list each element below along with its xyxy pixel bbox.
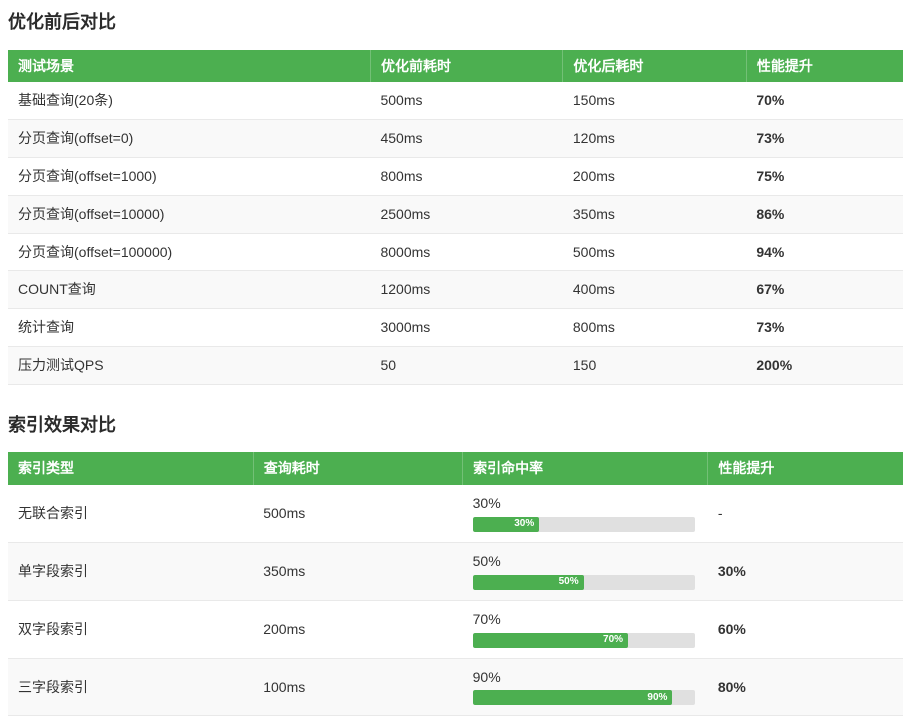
performance-gain-cell: 94% [746, 233, 903, 272]
index-table-head: 索引类型 查询耗时 索引命中率 性能提升 [8, 452, 903, 486]
query-time-cell: 350ms [253, 542, 463, 601]
index-section-title: 索引效果对比 [8, 414, 116, 435]
hit-rate-progress-text: 70% [603, 634, 624, 646]
hit-rate-progress-track: 70% [472, 632, 695, 648]
index-header-row: 索引类型 查询耗时 索引命中率 性能提升 [8, 452, 903, 486]
test-scenario-cell: 分页查询(offset=10000) [8, 195, 371, 234]
header-test-scenario: 测试场景 [8, 49, 371, 83]
header-index-performance-gain: 性能提升 [707, 452, 903, 486]
header-before-time: 优化前耗时 [370, 49, 564, 83]
test-scenario-cell: 分页查询(offset=100000) [8, 233, 371, 272]
index-row: 双字段索引 200ms 70% 70% 60% [8, 600, 903, 659]
hit-rate-progress-fill: 30% [472, 516, 540, 532]
before-time-cell: 800ms [370, 157, 563, 196]
test-scenario-cell: 分页查询(offset=1000) [8, 157, 371, 196]
hit-rate-progress-text: 50% [558, 576, 579, 588]
hit-rate-progress-track: 90% [472, 690, 695, 706]
optimization-row: 分页查询(offset=10000) 2500ms 350ms 86% [8, 195, 903, 234]
hit-rate-progress-text: 30% [514, 518, 535, 530]
optimization-section-title: 优化前后对比 [8, 12, 116, 32]
index-row: 单字段索引 350ms 50% 50% 30% [8, 542, 903, 601]
query-time-cell: 200ms [253, 600, 463, 659]
performance-gain-cell: 73% [746, 119, 903, 158]
after-time-cell: 400ms [562, 270, 747, 310]
after-time-cell: 800ms [562, 308, 747, 347]
query-time-cell: 500ms [253, 485, 463, 543]
header-query-time: 查询耗时 [253, 452, 464, 486]
optimization-row: 分页查询(offset=0) 450ms 120ms 73% [8, 119, 903, 158]
after-time-cell: 200ms [562, 157, 747, 196]
performance-gain-cell: 70% [746, 82, 903, 121]
hit-rate-progress-fill: 90% [472, 690, 673, 706]
hit-rate-label: 50% [472, 552, 501, 569]
optimization-table-head: 测试场景 优化前耗时 优化后耗时 性能提升 [8, 49, 903, 83]
index-table: 索引类型 查询耗时 索引命中率 性能提升 无联合索引 500ms 30% 30% - 单字… [8, 452, 903, 717]
after-time-cell: 150 [562, 346, 747, 385]
index-performance-gain-cell: 30% [707, 542, 903, 601]
test-scenario-cell: 压力测试QPS [8, 346, 371, 385]
hit-rate-cell: 70% 70% [462, 600, 708, 659]
header-performance-gain: 性能提升 [746, 49, 903, 83]
index-type-cell: 三字段索引 [8, 658, 254, 717]
header-after-time: 优化后耗时 [562, 49, 747, 83]
before-time-cell: 8000ms [370, 233, 563, 272]
optimization-row: 分页查询(offset=100000) 8000ms 500ms 94% [8, 233, 903, 272]
before-time-cell: 500ms [370, 82, 563, 121]
header-index-type: 索引类型 [8, 452, 254, 486]
before-time-cell: 3000ms [370, 308, 563, 347]
before-time-cell: 2500ms [370, 195, 563, 234]
after-time-cell: 350ms [562, 195, 747, 234]
optimization-row: 分页查询(offset=1000) 800ms 200ms 75% [8, 157, 903, 196]
before-time-cell: 50 [370, 346, 563, 385]
before-time-cell: 1200ms [370, 270, 563, 310]
query-time-cell: 100ms [253, 658, 463, 717]
index-performance-gain-cell: 60% [707, 600, 903, 659]
after-time-cell: 500ms [562, 233, 747, 272]
performance-gain-cell: 86% [746, 195, 903, 234]
hit-rate-progress-text: 90% [647, 691, 668, 703]
performance-gain-cell: 200% [746, 346, 903, 385]
hit-rate-progress-track: 50% [472, 574, 695, 590]
hit-rate-label: 70% [472, 610, 501, 627]
index-row: 三字段索引 100ms 90% 90% 80% [8, 658, 903, 717]
optimization-table-body: 基础查询(20条) 500ms 150ms 70% 分页查询(offset=0) 450m… [8, 82, 903, 385]
index-type-cell: 无联合索引 [8, 485, 254, 543]
after-time-cell: 150ms [562, 82, 747, 121]
hit-rate-progress-fill: 70% [472, 632, 629, 648]
test-scenario-cell: 分页查询(offset=0) [8, 119, 371, 158]
before-time-cell: 450ms [370, 119, 563, 158]
test-scenario-cell: 基础查询(20条) [8, 82, 371, 121]
optimization-row: 压力测试QPS 50 150 200% [8, 346, 903, 385]
test-scenario-cell: COUNT查询 [8, 270, 371, 310]
header-hit-rate: 索引命中率 [462, 452, 709, 486]
index-performance-gain-cell: 80% [707, 658, 903, 717]
hit-rate-progress-fill: 50% [472, 574, 584, 590]
index-type-cell: 双字段索引 [8, 600, 254, 659]
optimization-table: 测试场景 优化前耗时 优化后耗时 性能提升 基础查询(20条) 500ms 150m… [8, 49, 903, 385]
hit-rate-cell: 50% 50% [462, 542, 708, 601]
performance-gain-cell: 75% [746, 157, 903, 196]
index-type-cell: 单字段索引 [8, 542, 254, 601]
hit-rate-cell: 90% 90% [462, 658, 708, 717]
performance-gain-cell: 67% [746, 270, 903, 310]
optimization-row: 基础查询(20条) 500ms 150ms 70% [8, 82, 903, 121]
optimization-row: 统计查询 3000ms 800ms 73% [8, 308, 903, 347]
index-performance-gain-cell: - [707, 485, 903, 543]
test-scenario-cell: 统计查询 [8, 308, 371, 347]
index-row: 无联合索引 500ms 30% 30% - [8, 485, 903, 543]
optimization-header-row: 测试场景 优化前耗时 优化后耗时 性能提升 [8, 49, 903, 83]
hit-rate-label: 90% [472, 668, 501, 685]
performance-gain-cell: 73% [746, 308, 903, 347]
after-time-cell: 120ms [562, 119, 747, 158]
hit-rate-cell: 30% 30% [462, 485, 708, 543]
index-table-body: 无联合索引 500ms 30% 30% - 单字段索引 350ms 50% 50% 30% 双字段索… [8, 485, 903, 717]
hit-rate-label: 30% [472, 495, 501, 512]
optimization-row: COUNT查询 1200ms 400ms 67% [8, 270, 903, 310]
hit-rate-progress-track: 30% [472, 516, 695, 532]
